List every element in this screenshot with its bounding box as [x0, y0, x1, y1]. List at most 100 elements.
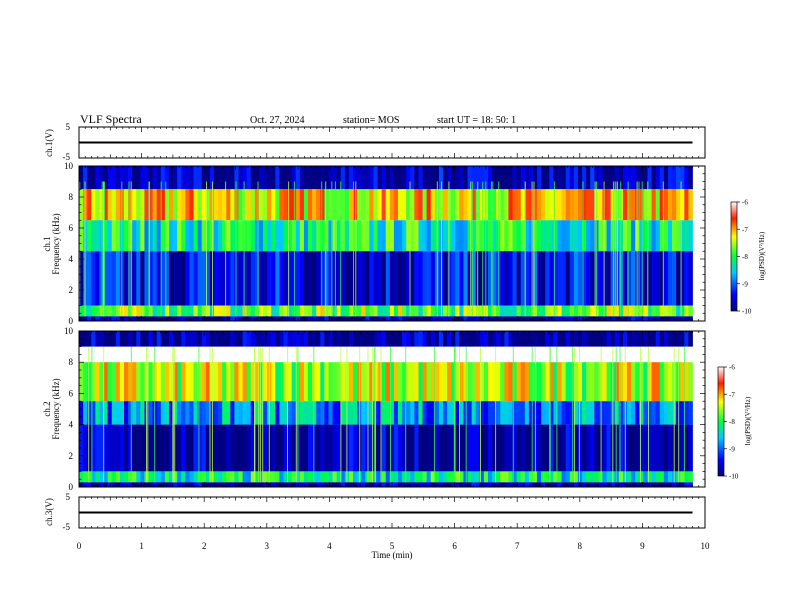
spectrogram-cell	[410, 316, 415, 321]
spectrogram-cell	[320, 220, 325, 252]
sferic-streak	[678, 346, 680, 483]
sferic-streak	[512, 346, 514, 483]
spectrogram-cell	[205, 424, 211, 472]
spectrogram-cell	[193, 401, 199, 425]
spectrogram-cell	[475, 471, 481, 483]
spectrogram-cell	[197, 401, 203, 425]
spectrogram-cell	[328, 189, 333, 221]
spectrogram-cell	[132, 424, 137, 472]
spectrogram-cell	[541, 316, 546, 321]
spectrogram-cell	[197, 251, 203, 306]
spectrogram-cell	[663, 220, 669, 252]
spectrogram-cell	[320, 316, 325, 321]
spectrogram-cell	[647, 316, 652, 321]
spectrogram-cell	[365, 166, 370, 190]
spectrogram-cell	[549, 316, 554, 321]
spectrogram-cell	[287, 305, 293, 317]
spectrogram-cell	[148, 424, 154, 472]
x-tick-label: 4	[327, 541, 332, 551]
spectrogram-cell	[455, 401, 460, 425]
spectrogram-cell	[316, 166, 321, 190]
spectrogram-cell	[651, 331, 657, 347]
spectrogram-cell	[406, 305, 411, 317]
spectrogram-cell	[373, 316, 378, 321]
spectrogram-cell	[402, 362, 407, 402]
spectrogram-cell	[328, 482, 333, 487]
spectrogram-cell	[663, 401, 669, 425]
spectrogram-cell	[459, 362, 464, 402]
spectrogram-cell	[91, 482, 96, 487]
spectrogram-cell	[606, 251, 612, 306]
spectrogram-cell	[426, 316, 432, 321]
y-tick-label: 10	[64, 326, 74, 336]
spectrogram-cell	[103, 482, 109, 487]
sferic-streak	[480, 346, 481, 483]
spectrogram-cell	[373, 482, 378, 487]
spectrogram-cell	[377, 251, 383, 306]
spectrogram-cell	[205, 220, 211, 252]
spectrogram-cell	[238, 305, 243, 317]
spectrogram-cell	[320, 331, 325, 347]
spectrogram-cell	[684, 305, 689, 317]
spectrogram-cell	[639, 482, 644, 487]
spectrogram-cell	[553, 220, 558, 252]
spectrogram-cell	[492, 316, 497, 321]
spectrogram-cell	[173, 424, 178, 472]
spectrogram-cell	[455, 220, 460, 252]
spectrogram-cell	[369, 471, 374, 483]
spectrogram-cell	[226, 189, 231, 221]
spectrogram-cell	[336, 189, 342, 221]
spectrogram-cell	[279, 305, 284, 317]
spectrogram-cell	[328, 424, 333, 472]
spectrogram-cell	[680, 220, 685, 252]
spectrogram-cell	[197, 482, 203, 487]
spectrogram-cell	[226, 316, 231, 321]
spectrogram-cell	[430, 189, 436, 221]
spectrogram-cell	[508, 251, 513, 306]
spectrogram-cell	[565, 331, 571, 347]
spectrogram-cell	[320, 189, 325, 221]
spectrogram-cell	[643, 251, 648, 306]
spectrogram-cell	[316, 401, 321, 425]
spectrogram-cell	[299, 220, 305, 252]
spectrogram-cell	[132, 251, 137, 306]
x-tick-label: 0	[77, 541, 82, 551]
spectrogram-cell	[140, 401, 145, 425]
spectrogram-cell	[79, 482, 84, 487]
spectrogram-cell	[283, 220, 288, 252]
spectrogram-cell	[618, 166, 624, 190]
spectrogram-cell	[537, 401, 542, 425]
spectrogram-cell	[524, 220, 530, 252]
spectrogram-cell	[471, 424, 477, 472]
spectrogram-cell	[467, 220, 473, 252]
spectrogram-cell	[267, 316, 272, 321]
spectrogram-cell	[218, 424, 223, 472]
spectrogram-cell	[414, 305, 419, 317]
spectrogram-cell	[168, 401, 174, 425]
spectrogram-cell	[144, 251, 149, 306]
spectrogram-cell	[287, 331, 293, 347]
spectrogram-cell	[95, 331, 100, 347]
sferic-streak	[130, 346, 132, 483]
spectrogram-cell	[275, 482, 280, 487]
spectrogram-cell	[627, 471, 632, 483]
spectrogram-cell	[573, 482, 579, 487]
sferic-streak	[390, 346, 391, 483]
spectrogram-cell	[496, 401, 501, 425]
spectrogram-cell	[618, 362, 624, 402]
spectrogram-cell	[500, 166, 505, 190]
spectrogram-cell	[647, 189, 652, 221]
spectrogram-cell	[569, 189, 575, 221]
spectrogram-cell	[258, 220, 264, 252]
spectrogram-cell	[328, 471, 333, 483]
spectrogram-cell	[279, 220, 284, 252]
spectrogram-cell	[586, 331, 591, 347]
spectrogram-cell	[455, 316, 460, 321]
spectrogram-cell	[332, 471, 338, 483]
spectrogram-cell	[230, 220, 235, 252]
spectrogram-cell	[426, 401, 432, 425]
spectrogram-cell	[115, 401, 121, 425]
spectrogram-cell	[672, 305, 677, 317]
ch1-ytick-top: 5	[66, 122, 71, 132]
